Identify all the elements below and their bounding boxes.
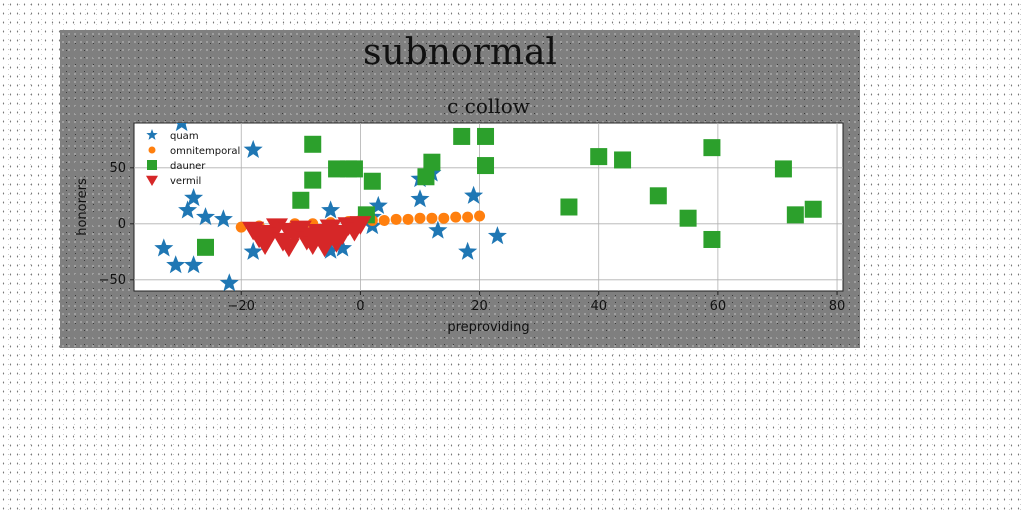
omnitemporal-legend-marker — [148, 146, 156, 154]
vermil-point — [349, 216, 372, 235]
omnitemporal-point — [378, 214, 390, 226]
omnitemporal-point — [450, 211, 462, 223]
dauner-point — [774, 160, 792, 178]
dauner-point — [703, 139, 721, 157]
y-tick-label: 0 — [118, 217, 126, 232]
quam-point — [368, 195, 388, 214]
dauner-point — [423, 153, 441, 171]
x-tick-label: 0 — [356, 299, 364, 314]
legend-label-omnitemporal: omnitemporal — [170, 146, 240, 157]
quam-point — [175, 123, 188, 132]
vermil-point — [301, 227, 324, 246]
y-tick-label: 50 — [109, 161, 126, 176]
quam-point — [166, 255, 186, 274]
omnitemporal-point — [402, 213, 414, 225]
quam-point — [178, 200, 198, 219]
dauner-point — [649, 187, 667, 205]
quam-point — [243, 241, 263, 260]
legend-label-dauner: dauner — [170, 161, 206, 172]
quam-point — [410, 189, 430, 208]
dauner-point — [304, 171, 322, 189]
quam-point — [464, 185, 484, 204]
chart-title: c collow — [447, 94, 530, 118]
dauner-point — [614, 151, 632, 169]
chart-figure: subnormal −20 0 20 40 60 80 −50 0 50 quam omnitemp… — [60, 30, 860, 348]
x-tick-label: 40 — [590, 299, 607, 314]
quam-point — [184, 255, 204, 274]
dauner-legend-marker — [147, 160, 157, 170]
quam-point — [154, 238, 174, 257]
chart-svg: −20 0 20 40 60 80 −50 0 50 quam omnitemporal dauner… — [75, 94, 846, 335]
dauner-point — [560, 198, 578, 216]
vermil-legend-marker — [146, 175, 158, 186]
x-tick-label: 20 — [471, 299, 488, 314]
vermil-point — [313, 238, 336, 258]
quam-point — [321, 240, 341, 259]
dauner-point — [304, 135, 322, 153]
dauner-point — [786, 206, 804, 224]
dauner-point — [417, 168, 435, 186]
x-tick-label: 60 — [710, 299, 727, 314]
vermil-point — [325, 225, 348, 244]
quam-point — [487, 226, 507, 245]
dauner-point — [703, 230, 721, 248]
vermil-point — [254, 227, 277, 246]
quam-point — [333, 238, 352, 257]
x-tick-label: −20 — [228, 299, 255, 314]
vermil-point — [277, 222, 300, 242]
y-tick-label: −50 — [99, 273, 126, 288]
quam-point — [243, 139, 263, 158]
quam-legend-marker — [146, 129, 158, 140]
dauner-point — [345, 160, 363, 178]
dauner-point — [477, 157, 495, 175]
dauner-point — [363, 172, 381, 190]
dauner-point — [679, 209, 697, 227]
quam-point — [196, 207, 215, 226]
chart-suptitle: subnormal — [363, 32, 557, 73]
dauner-point — [590, 148, 608, 166]
omnitemporal-point — [438, 212, 450, 224]
quam-point — [213, 209, 233, 228]
quam-point — [458, 241, 478, 260]
legend-label-vermil: vermil — [170, 176, 201, 187]
quam-point — [219, 273, 239, 291]
y-axis-label: honorers — [75, 178, 90, 236]
quam-point — [184, 188, 204, 207]
dauner-point — [196, 238, 214, 256]
x-axis-label: preproviding — [447, 320, 529, 335]
omnitemporal-point — [390, 213, 402, 225]
quam-point — [428, 220, 448, 239]
dauner-point — [453, 127, 471, 145]
x-tick-label: 80 — [829, 299, 846, 314]
omnitemporal-point — [462, 211, 474, 223]
dauner-point — [804, 200, 822, 218]
legend-label-quam: quam — [170, 131, 199, 142]
omnitemporal-point — [474, 210, 486, 222]
plot-area — [133, 122, 844, 292]
dauner-point — [292, 191, 310, 209]
omnitemporal-point — [414, 212, 426, 224]
quam-point — [321, 200, 341, 219]
dauner-point — [477, 127, 495, 145]
data-points-group — [154, 123, 822, 291]
omnitemporal-point — [426, 212, 438, 224]
